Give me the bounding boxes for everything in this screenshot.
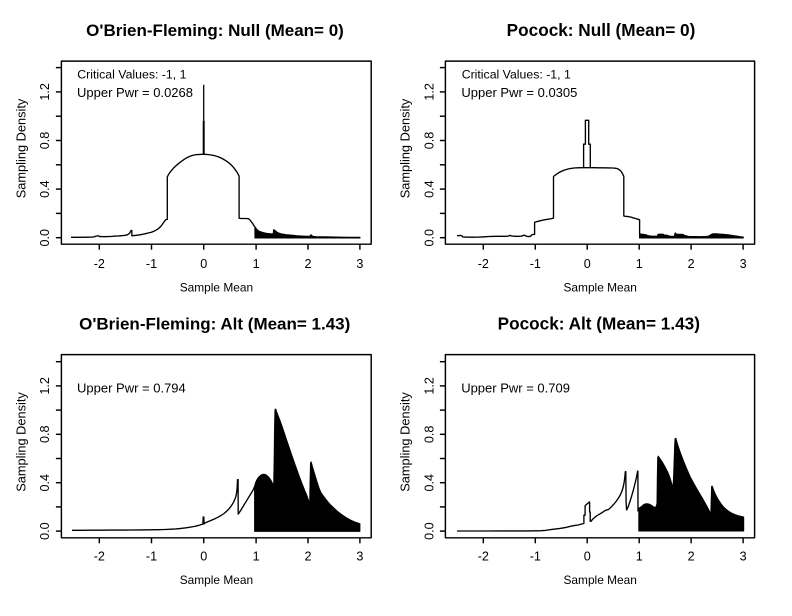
svg-text:Upper Pwr = 0.0305: Upper Pwr = 0.0305 [461,85,577,100]
svg-text:0.8: 0.8 [423,132,437,150]
svg-text:-2: -2 [94,257,105,271]
svg-text:0.0: 0.0 [38,522,52,540]
svg-text:0.8: 0.8 [38,426,52,444]
svg-text:2: 2 [304,550,311,564]
svg-text:0.4: 0.4 [38,180,52,198]
svg-text:1.2: 1.2 [38,377,52,395]
svg-text:0.0: 0.0 [423,522,437,540]
svg-text:0: 0 [584,257,591,271]
svg-text:0.4: 0.4 [38,474,52,492]
svg-text:0.4: 0.4 [423,474,437,492]
svg-text:Upper Pwr = 0.0268: Upper Pwr = 0.0268 [77,85,193,100]
svg-text:3: 3 [356,257,363,271]
svg-text:1: 1 [636,550,643,564]
svg-text:Sample Mean: Sample Mean [180,573,253,587]
svg-text:Upper Pwr = 0.794: Upper Pwr = 0.794 [77,381,186,396]
svg-text:0.4: 0.4 [423,180,437,198]
svg-text:Sampling Density: Sampling Density [397,392,412,492]
svg-text:0.8: 0.8 [38,132,52,150]
svg-text:Sample Mean: Sample Mean [564,281,637,295]
svg-text:1.2: 1.2 [423,377,437,395]
svg-text:-2: -2 [478,257,489,271]
svg-text:3: 3 [356,550,363,564]
svg-text:0: 0 [584,550,591,564]
svg-text:1: 1 [253,550,260,564]
svg-text:3: 3 [740,550,747,564]
svg-text:-2: -2 [94,550,105,564]
svg-text:1.2: 1.2 [423,83,437,101]
svg-text:Sample Mean: Sample Mean [564,573,637,587]
svg-text:-1: -1 [530,257,541,271]
svg-text:2: 2 [688,257,695,271]
svg-text:-1: -1 [530,550,541,564]
svg-text:2: 2 [688,550,695,564]
svg-text:Sampling Density: Sampling Density [13,392,28,492]
svg-text:2: 2 [304,257,311,271]
svg-text:0: 0 [200,257,207,271]
svg-text:-1: -1 [146,550,157,564]
svg-text:1: 1 [253,257,260,271]
svg-text:Sample Mean: Sample Mean [180,281,253,295]
svg-text:0.0: 0.0 [423,229,437,247]
svg-text:-2: -2 [478,550,489,564]
svg-text:1.2: 1.2 [38,83,52,101]
svg-text:Upper Pwr = 0.709: Upper Pwr = 0.709 [461,381,570,396]
svg-text:Critical Values: -1, 1: Critical Values: -1, 1 [77,68,186,82]
svg-text:O'Brien-Fleming: Null (Mean= 0: O'Brien-Fleming: Null (Mean= 0) [86,21,344,40]
svg-text:Pocock: Alt (Mean= 1.43): Pocock: Alt (Mean= 1.43) [498,313,700,333]
svg-text:0.8: 0.8 [423,426,437,444]
svg-text:O'Brien-Fleming: Alt (Mean= 1.: O'Brien-Fleming: Alt (Mean= 1.43) [79,314,350,333]
svg-text:0.0: 0.0 [38,229,52,247]
svg-text:Sampling Density: Sampling Density [13,98,28,198]
svg-text:Pocock: Null (Mean= 0): Pocock: Null (Mean= 0) [507,20,696,40]
svg-text:3: 3 [740,257,747,271]
svg-text:1: 1 [636,257,643,271]
svg-text:-1: -1 [146,257,157,271]
svg-text:0: 0 [200,550,207,564]
svg-text:Sampling Density: Sampling Density [397,98,412,198]
svg-text:Critical Values: -1, 1: Critical Values: -1, 1 [462,68,571,82]
